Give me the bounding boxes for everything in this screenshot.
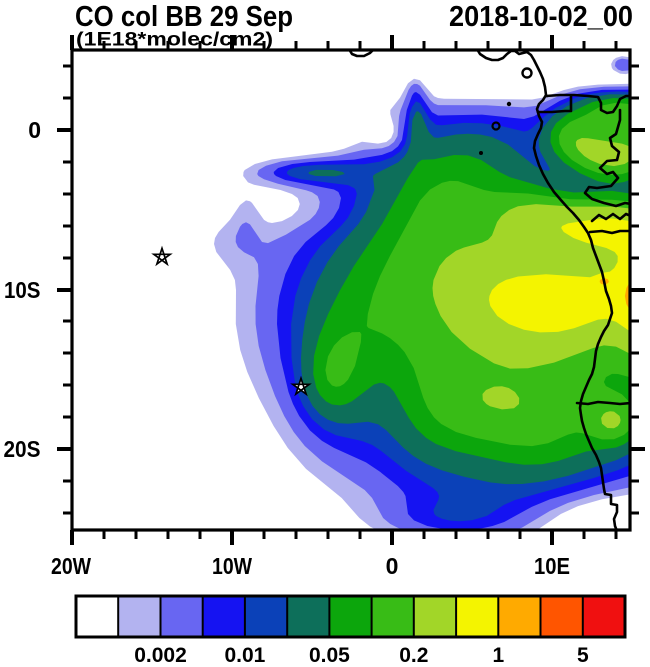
- svg-text:0.2: 0.2: [399, 644, 428, 667]
- svg-text:10S: 10S: [4, 277, 41, 303]
- svg-text:(1E18*molec/cm2): (1E18*molec/cm2): [76, 30, 273, 51]
- svg-text:1: 1: [492, 644, 504, 667]
- svg-text:0.05: 0.05: [309, 644, 350, 667]
- svg-text:0: 0: [28, 117, 41, 143]
- svg-text:0.002: 0.002: [134, 644, 187, 667]
- svg-text:2018-10-02_00: 2018-10-02_00: [449, 1, 633, 33]
- svg-text:5: 5: [577, 644, 589, 667]
- svg-text:20S: 20S: [4, 436, 41, 462]
- svg-text:CO col BB 29 Sep: CO col BB 29 Sep: [75, 1, 293, 33]
- svg-text:0.01: 0.01: [224, 644, 265, 667]
- svg-text:10E: 10E: [534, 553, 570, 579]
- svg-text:0: 0: [386, 553, 399, 579]
- svg-text:20W: 20W: [51, 553, 91, 579]
- svg-text:10W: 10W: [212, 553, 252, 579]
